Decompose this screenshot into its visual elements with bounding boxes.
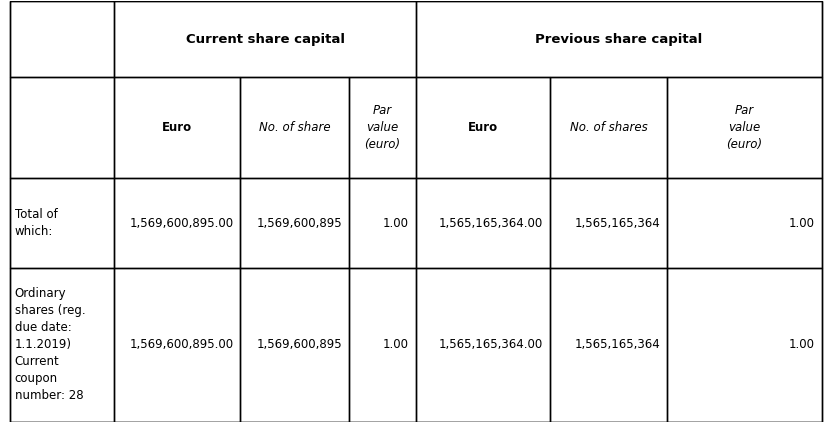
Bar xyxy=(349,268,416,422)
Text: 1,569,600,895.00: 1,569,600,895.00 xyxy=(129,217,234,230)
Bar xyxy=(416,1,822,77)
Bar xyxy=(349,77,416,178)
Text: Euro: Euro xyxy=(468,121,498,134)
Bar xyxy=(114,178,240,268)
Text: Previous share capital: Previous share capital xyxy=(535,33,702,46)
Bar xyxy=(114,1,416,77)
Bar xyxy=(10,77,114,178)
Bar xyxy=(240,268,349,422)
Text: Par
value
(euro): Par value (euro) xyxy=(727,104,763,151)
Text: Euro: Euro xyxy=(162,121,192,134)
Bar xyxy=(416,268,549,422)
Text: 1,565,165,364: 1,565,165,364 xyxy=(575,338,660,352)
Text: 1.00: 1.00 xyxy=(383,217,409,230)
Bar xyxy=(667,77,822,178)
Bar xyxy=(549,77,667,178)
Text: 1.00: 1.00 xyxy=(789,217,815,230)
Text: 1,569,600,895.00: 1,569,600,895.00 xyxy=(129,338,234,352)
Bar xyxy=(10,1,114,77)
Bar xyxy=(416,77,549,178)
Bar xyxy=(114,268,240,422)
Bar xyxy=(549,178,667,268)
Bar xyxy=(667,178,822,268)
Text: 1,565,165,364.00: 1,565,165,364.00 xyxy=(438,338,543,352)
Text: Current share capital: Current share capital xyxy=(186,33,344,46)
Bar xyxy=(416,178,549,268)
Text: 1,565,165,364.00: 1,565,165,364.00 xyxy=(438,217,543,230)
Bar xyxy=(10,268,114,422)
Text: Ordinary
shares (reg.
due date:
1.1.2019)
Current
coupon
number: 28: Ordinary shares (reg. due date: 1.1.2019… xyxy=(15,287,86,402)
Text: No. of share: No. of share xyxy=(259,121,330,134)
Text: 1,569,600,895: 1,569,600,895 xyxy=(256,217,342,230)
Bar xyxy=(549,268,667,422)
Text: No. of shares: No. of shares xyxy=(570,121,648,134)
Text: Par
value
(euro): Par value (euro) xyxy=(365,104,401,151)
Text: 1,569,600,895: 1,569,600,895 xyxy=(256,338,342,352)
Bar xyxy=(667,268,822,422)
Bar xyxy=(349,178,416,268)
Bar xyxy=(240,178,349,268)
Text: Total of
which:: Total of which: xyxy=(15,208,57,238)
Bar xyxy=(114,77,240,178)
Bar xyxy=(240,77,349,178)
Text: 1,565,165,364: 1,565,165,364 xyxy=(575,217,660,230)
Bar xyxy=(10,178,114,268)
Text: 1.00: 1.00 xyxy=(383,338,409,352)
Text: 1.00: 1.00 xyxy=(789,338,815,352)
